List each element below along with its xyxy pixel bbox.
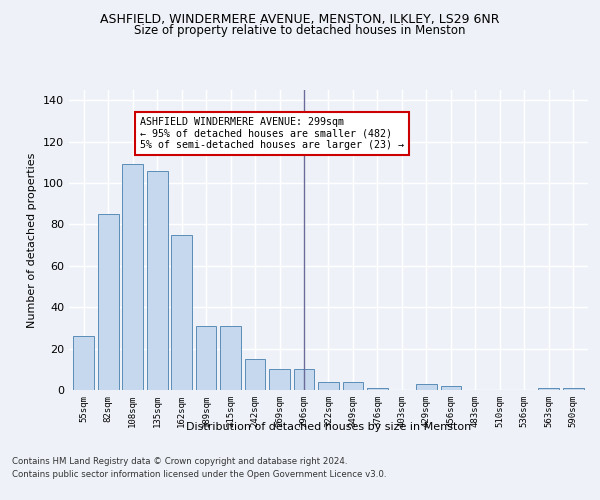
Bar <box>269 370 290 390</box>
Text: Distribution of detached houses by size in Menston: Distribution of detached houses by size … <box>186 422 472 432</box>
Text: Contains HM Land Registry data © Crown copyright and database right 2024.: Contains HM Land Registry data © Crown c… <box>12 458 347 466</box>
Bar <box>440 386 461 390</box>
Bar <box>147 170 167 390</box>
Bar <box>563 388 584 390</box>
Bar <box>318 382 339 390</box>
Bar <box>73 336 94 390</box>
Bar <box>293 370 314 390</box>
Bar <box>171 235 192 390</box>
Text: Size of property relative to detached houses in Menston: Size of property relative to detached ho… <box>134 24 466 37</box>
Bar <box>245 359 265 390</box>
Bar <box>98 214 119 390</box>
Bar <box>196 326 217 390</box>
Bar <box>343 382 364 390</box>
Text: Contains public sector information licensed under the Open Government Licence v3: Contains public sector information licen… <box>12 470 386 479</box>
Bar <box>122 164 143 390</box>
Bar <box>220 326 241 390</box>
Text: ASHFIELD WINDERMERE AVENUE: 299sqm
← 95% of detached houses are smaller (482)
5%: ASHFIELD WINDERMERE AVENUE: 299sqm ← 95%… <box>140 117 404 150</box>
Text: ASHFIELD, WINDERMERE AVENUE, MENSTON, ILKLEY, LS29 6NR: ASHFIELD, WINDERMERE AVENUE, MENSTON, IL… <box>100 12 500 26</box>
Bar <box>538 388 559 390</box>
Bar <box>416 384 437 390</box>
Bar <box>367 388 388 390</box>
Y-axis label: Number of detached properties: Number of detached properties <box>28 152 37 328</box>
